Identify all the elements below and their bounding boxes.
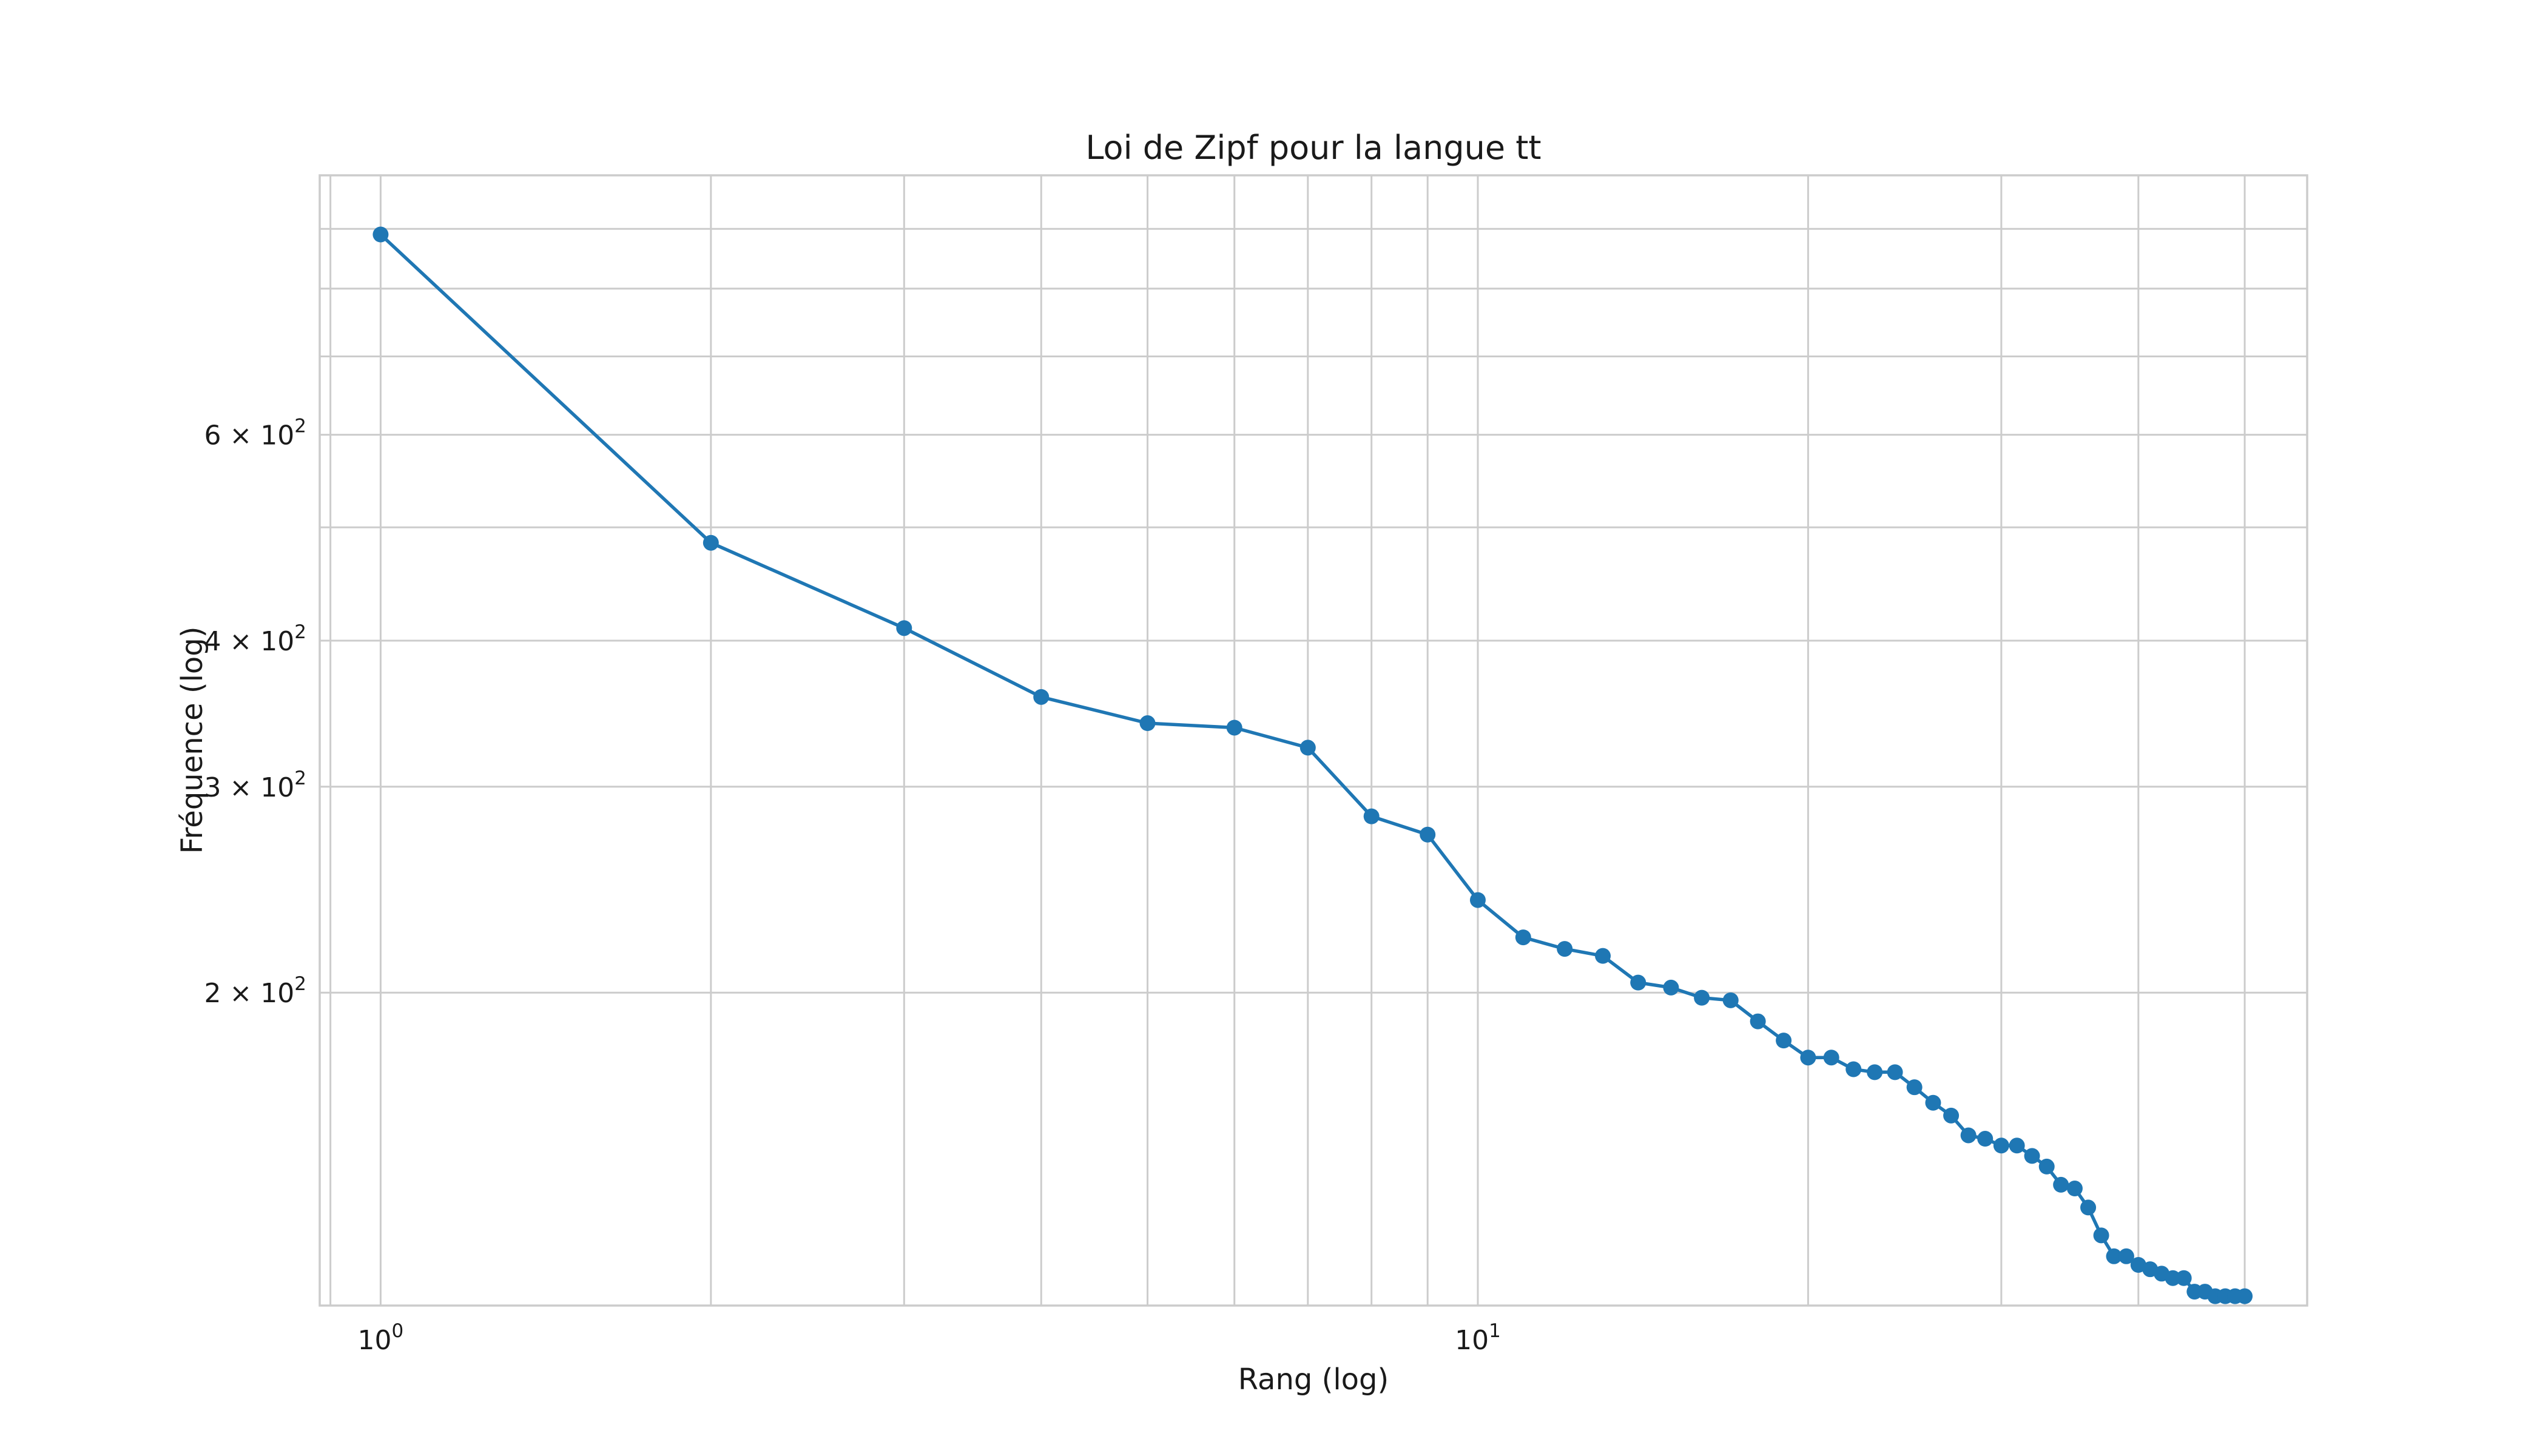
data-point bbox=[1363, 808, 1380, 824]
data-point bbox=[1557, 941, 1573, 957]
x-tick-label: 101 bbox=[1455, 1320, 1501, 1356]
series bbox=[372, 226, 2253, 1304]
data-point bbox=[1139, 715, 1156, 732]
data-point bbox=[1595, 948, 1611, 964]
data-point bbox=[1776, 1033, 1792, 1049]
data-point bbox=[1906, 1079, 1923, 1096]
data-point bbox=[1925, 1094, 1941, 1111]
x-tick-label: 100 bbox=[358, 1320, 404, 1356]
data-point bbox=[1823, 1050, 1839, 1066]
data-point bbox=[2093, 1227, 2109, 1244]
data-point bbox=[2053, 1176, 2069, 1193]
x-axis-label: Rang (log) bbox=[1238, 1363, 1389, 1397]
data-point bbox=[2024, 1148, 2040, 1164]
y-axis-label: Fréquence (log) bbox=[175, 627, 209, 854]
data-point bbox=[1033, 689, 1050, 705]
data-point bbox=[2176, 1270, 2192, 1286]
data-point bbox=[896, 620, 912, 636]
data-point bbox=[372, 226, 389, 243]
data-point bbox=[1694, 989, 1710, 1006]
data-point bbox=[1299, 740, 1316, 756]
data-point bbox=[1887, 1064, 1903, 1080]
plot-frame bbox=[318, 174, 2308, 1307]
data-point bbox=[2106, 1248, 2122, 1264]
y-tick-label: 2 × 102 bbox=[204, 973, 306, 1009]
data-point bbox=[2237, 1288, 2253, 1304]
data-point bbox=[1630, 974, 1646, 991]
data-point bbox=[1420, 826, 1436, 843]
y-tick-label: 6 × 102 bbox=[204, 416, 306, 451]
data-point bbox=[1867, 1064, 1883, 1080]
data-point bbox=[1845, 1061, 1862, 1077]
data-point bbox=[1750, 1013, 1766, 1030]
data-point bbox=[2118, 1248, 2134, 1264]
data-point bbox=[1993, 1138, 2009, 1154]
data-point bbox=[1977, 1131, 1994, 1147]
data-point bbox=[2165, 1270, 2181, 1286]
chart-title: Loi de Zipf pour la langue tt bbox=[1085, 129, 1541, 167]
tick-labels: 100 101 2 × 102 3 × 102 4 × 102 6 × 102 bbox=[204, 416, 1500, 1356]
data-point bbox=[1469, 892, 1486, 908]
data-point bbox=[703, 534, 719, 551]
grid bbox=[320, 174, 2307, 1306]
data-point bbox=[1800, 1050, 1816, 1066]
data-point bbox=[1515, 929, 1531, 946]
data-point bbox=[1663, 979, 1679, 996]
data-point bbox=[2038, 1158, 2055, 1175]
data-point bbox=[1722, 992, 1739, 1008]
data-point bbox=[1943, 1107, 1960, 1124]
data-point bbox=[1226, 720, 1242, 736]
data-point bbox=[2066, 1181, 2083, 1197]
y-tick-label: 3 × 102 bbox=[204, 767, 306, 803]
data-point bbox=[2080, 1199, 2097, 1216]
data-point bbox=[2009, 1138, 2025, 1154]
y-tick-label: 4 × 102 bbox=[204, 621, 306, 657]
data-point bbox=[1960, 1127, 1977, 1144]
